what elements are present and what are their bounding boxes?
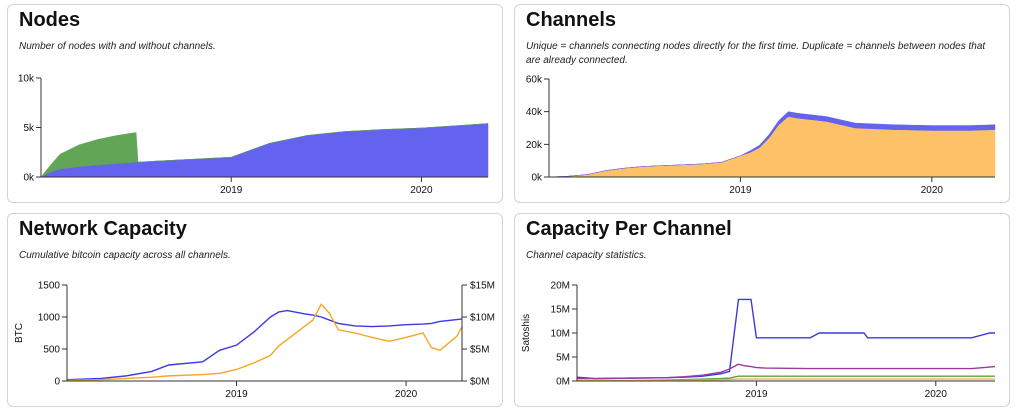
y2-tick-label: $10M	[470, 313, 495, 324]
x-tick-label: 2020	[925, 389, 948, 400]
capacity-per-channel-panel: Capacity Per Channel Channel capacity st…	[514, 213, 1010, 407]
x-tick-label: 2019	[220, 185, 243, 196]
line-series-3	[577, 378, 995, 382]
channels-panel: Channels Unique = channels connecting no…	[514, 4, 1010, 203]
y2-tick-label: $0M	[470, 377, 489, 388]
network-capacity-panel: Network Capacity Cumulative bitcoin capa…	[7, 213, 503, 407]
capacity-per-channel-chart: 0M 5M 10M 15M 20M 2019 2020 Satoshis	[521, 281, 996, 400]
panel-description: Channel capacity statistics.	[526, 250, 647, 261]
panel-title: Nodes	[19, 9, 81, 31]
line-series-1	[66, 302, 463, 382]
y-tick-label: 0k	[531, 173, 543, 184]
line-series-0	[66, 309, 463, 381]
y-tick-label: 20M	[551, 281, 570, 292]
y-tick-label: 10M	[551, 329, 570, 340]
y-tick-label: 0M	[556, 377, 570, 388]
x-tick-label: 2019	[745, 389, 768, 400]
y-tick-label: 40k	[526, 107, 543, 118]
y-tick-label: 0	[54, 377, 60, 388]
panel-title: Capacity Per Channel	[526, 218, 732, 240]
y-tick-label: 60k	[526, 75, 543, 86]
panel-title: Channels	[526, 9, 617, 31]
network-capacity-chart: 0 500 1000 1500 $0M $5M $10M $15M 2019 2020 BTC	[14, 281, 495, 401]
x-tick-label: 2020	[921, 185, 944, 196]
area-series-1	[40, 123, 489, 178]
area-series-1	[548, 111, 996, 178]
y-tick-label: 5M	[556, 353, 570, 364]
y-tick-label: 15M	[551, 305, 570, 316]
panel-title: Network Capacity	[19, 218, 187, 240]
panel-description: Unique = channels connecting nodes direc…	[526, 41, 986, 66]
y-tick-label: 500	[43, 345, 60, 356]
x-tick-label: 2019	[225, 389, 248, 400]
x-tick-label: 2020	[410, 185, 433, 196]
y-axis-label: BTC	[14, 323, 25, 343]
y-tick-label: 1000	[38, 313, 61, 324]
y-tick-label: 0k	[23, 173, 35, 184]
y2-tick-label: $5M	[470, 345, 489, 356]
nodes-panel: Nodes Number of nodes with and without c…	[7, 4, 503, 203]
y-tick-label: 10k	[18, 74, 35, 85]
x-tick-label: 2020	[395, 389, 418, 400]
nodes-chart: 0k 5k 10k 2019 2020	[18, 74, 489, 196]
panel-description: Cumulative bitcoin capacity across all c…	[19, 250, 231, 261]
y-axis-label: Satoshis	[521, 314, 532, 352]
y-tick-label: 5k	[23, 123, 35, 134]
y-tick-label: 20k	[526, 140, 543, 151]
line-series-1	[577, 363, 996, 380]
y2-tick-label: $15M	[470, 281, 495, 292]
y-tick-label: 1500	[38, 281, 61, 292]
x-tick-label: 2019	[729, 185, 752, 196]
panel-description: Number of nodes with and without channel…	[19, 41, 216, 52]
channels-chart: 0k 20k 40k 60k 2019 2020	[526, 75, 996, 196]
line-series-0	[576, 298, 995, 380]
